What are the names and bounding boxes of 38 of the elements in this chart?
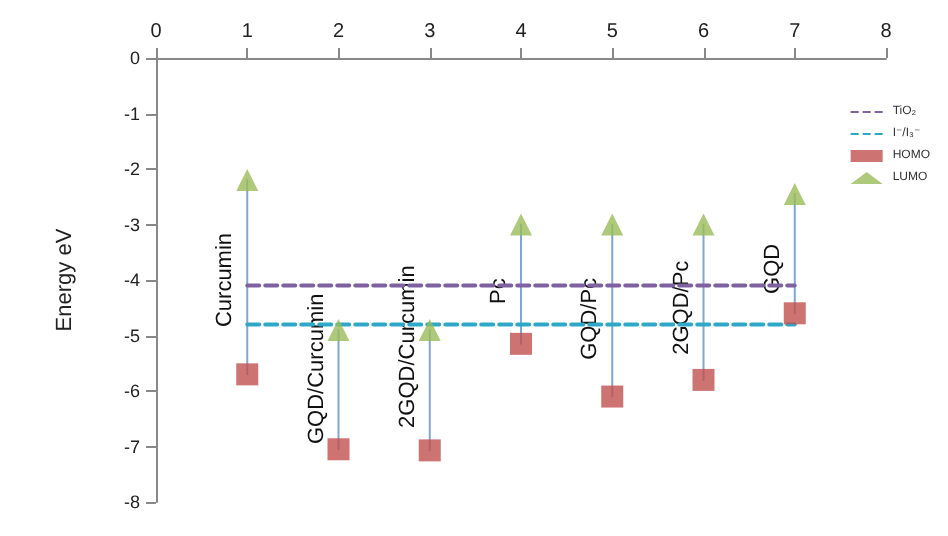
x-tick-label: 4 [515, 21, 528, 43]
annotation: 2GQD/Curcumin [395, 265, 420, 428]
y-tick-label: -2 [123, 159, 140, 179]
x-tick-label: 6 [697, 21, 710, 43]
point [510, 213, 532, 236]
y-tick-label: -6 [123, 381, 140, 401]
point [510, 332, 532, 355]
point [236, 169, 259, 192]
point [236, 363, 259, 386]
x-tick-label: 2 [332, 21, 345, 43]
point [783, 302, 806, 325]
point [692, 368, 715, 391]
point [783, 182, 806, 205]
x-tick-label: 3 [424, 21, 437, 43]
point [418, 439, 441, 462]
x-tick-label: 7 [789, 21, 802, 43]
annotation: GQD/Curcumin [304, 293, 329, 444]
x-tick-label: 8 [880, 21, 893, 43]
y-tick-label: 0 [129, 48, 140, 68]
y-axis-title: Energy eV [53, 227, 77, 332]
x-tick-label: 5 [606, 21, 619, 43]
x-tick-label: 0 [150, 21, 163, 43]
y-tick-label: -8 [123, 492, 140, 512]
x-tick-label: 1 [241, 21, 254, 43]
y-tick-label: -5 [123, 325, 140, 346]
point [418, 318, 441, 341]
point [601, 385, 624, 408]
annotation: Curcumin [213, 232, 238, 328]
y-tick-label: -3 [123, 214, 140, 235]
point [692, 213, 715, 236]
point [601, 213, 624, 236]
y-tick-label: -7 [123, 436, 140, 457]
y-tick-label: -4 [123, 270, 140, 290]
point [327, 318, 350, 341]
annotation: 2GQD/Pc [669, 259, 694, 355]
point [327, 438, 350, 461]
annotation: GQD [760, 243, 785, 294]
y-tick-label: -1 [123, 103, 140, 124]
